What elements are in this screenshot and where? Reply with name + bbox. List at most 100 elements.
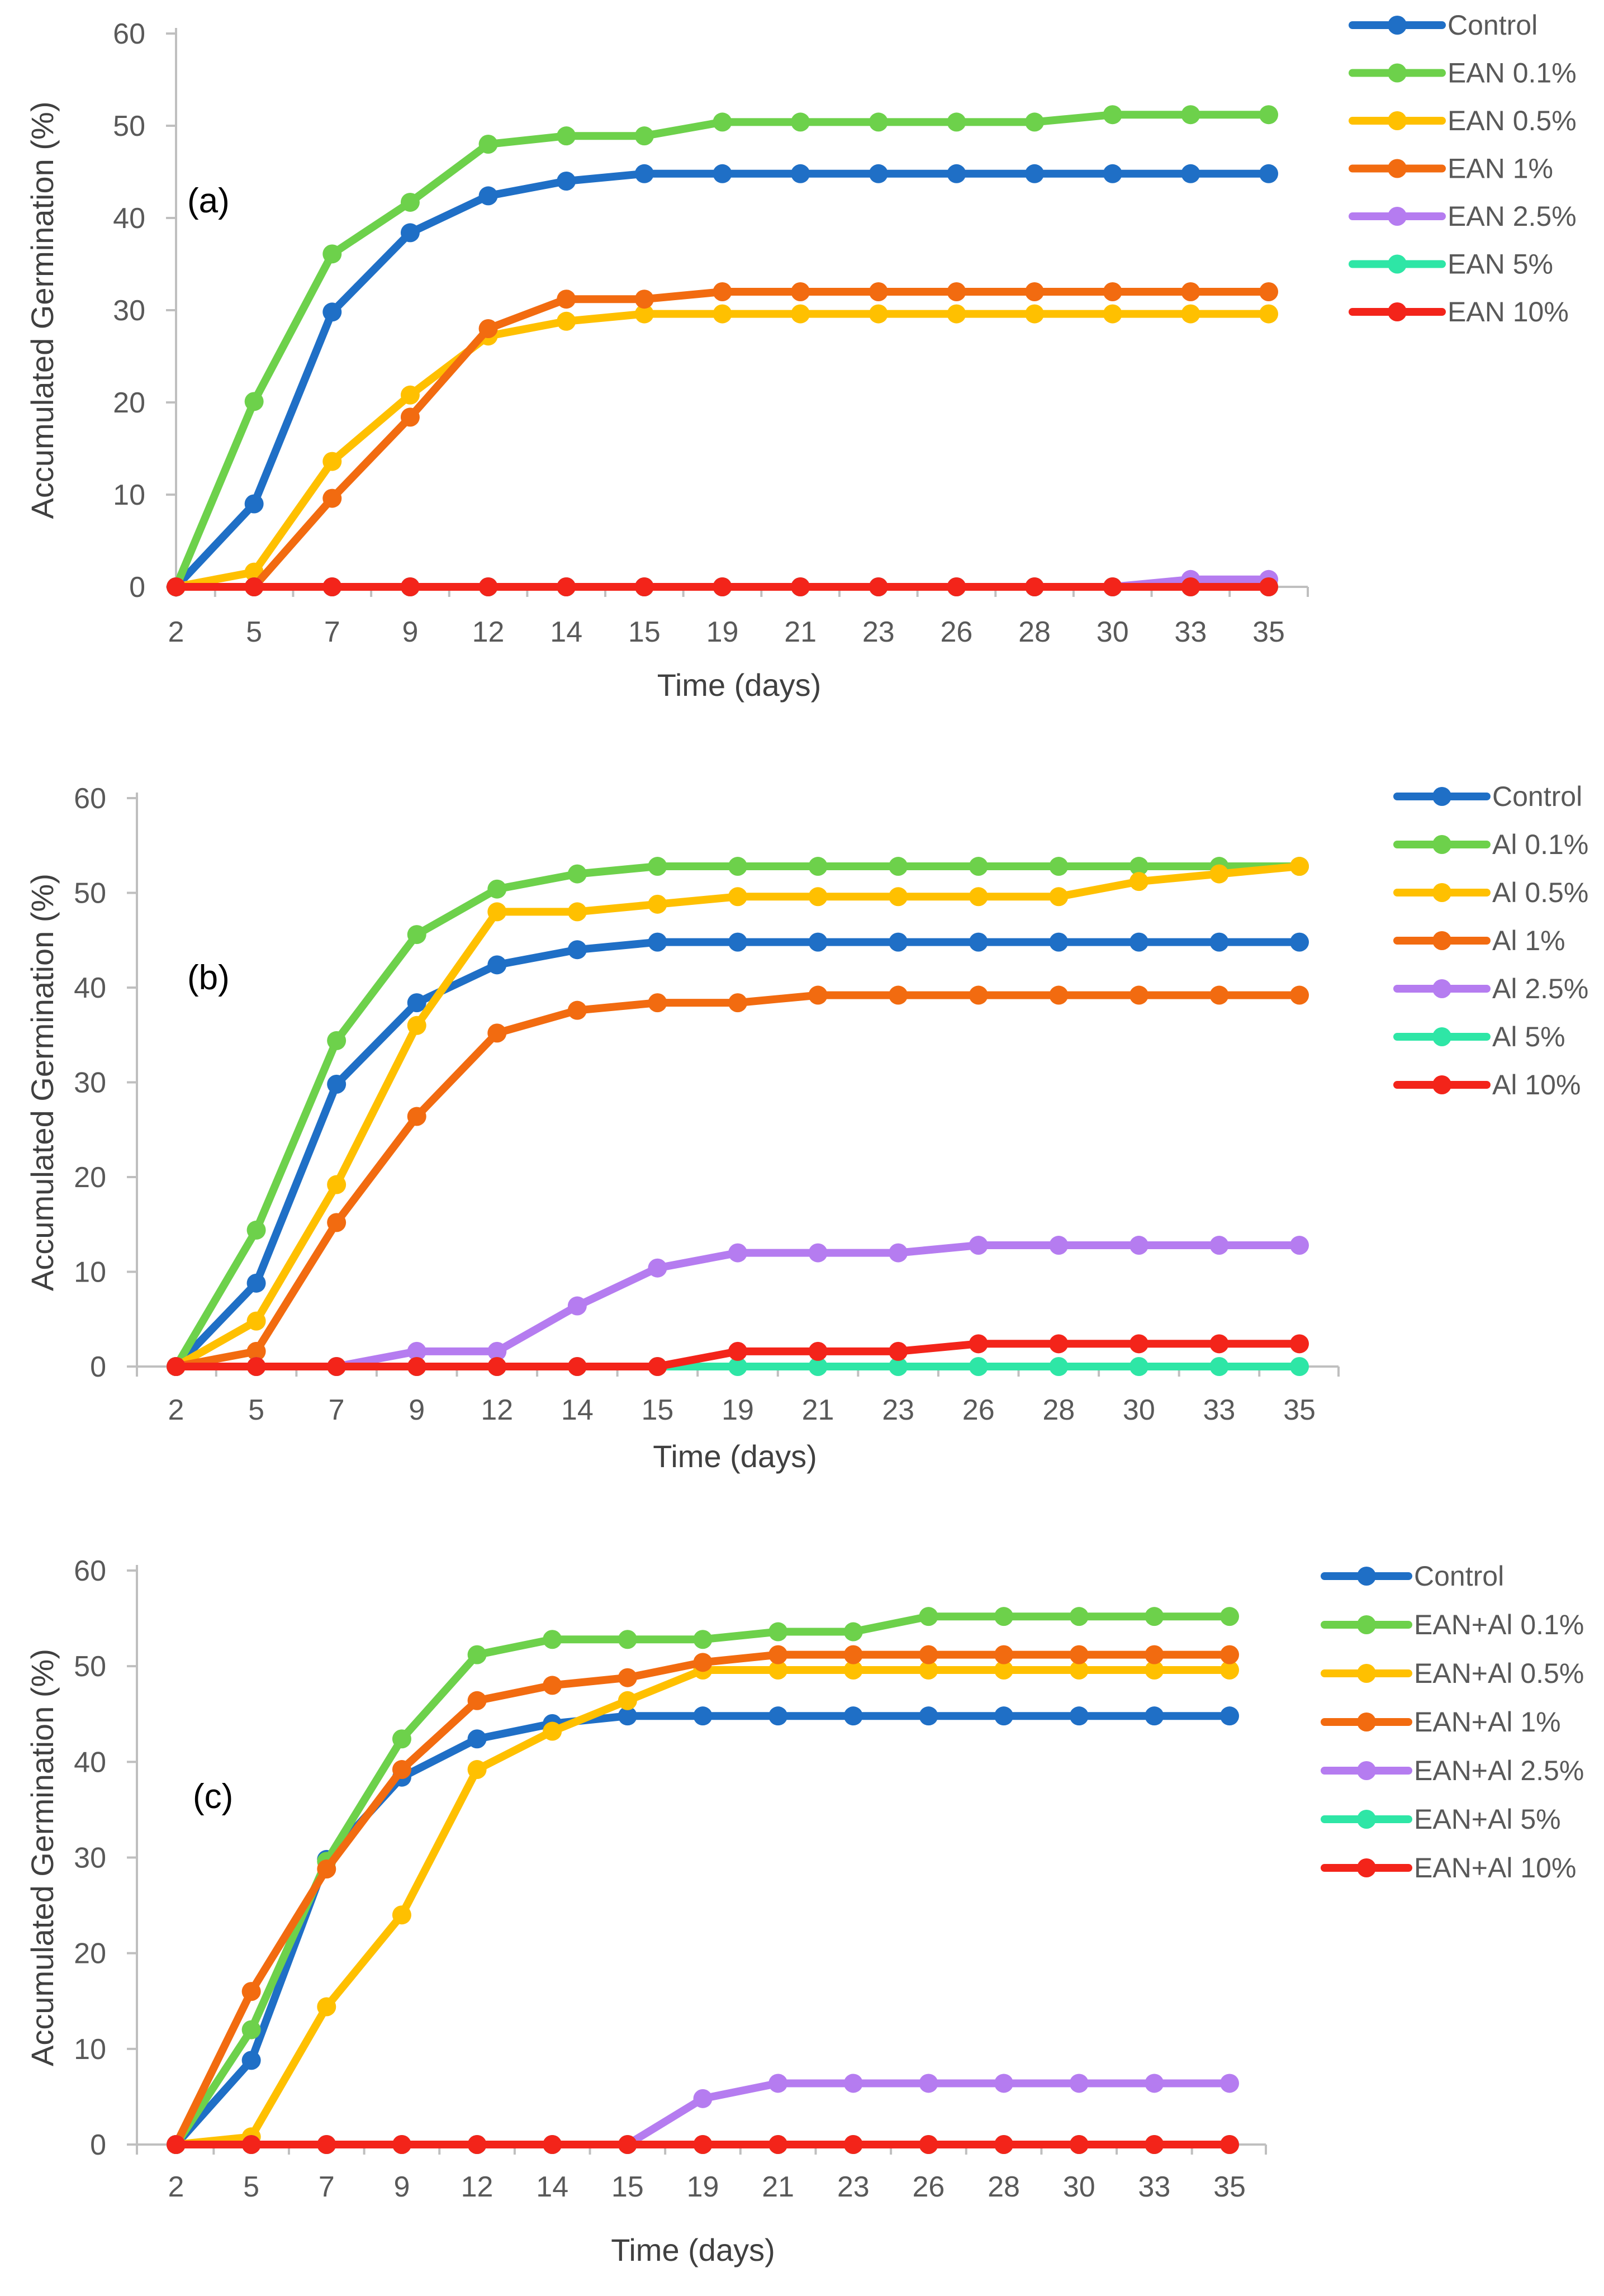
legend-item-ean-2-5pct: EAN 2.5% — [1349, 201, 1577, 232]
legend-marker — [1357, 1615, 1376, 1634]
data-point — [557, 290, 576, 309]
data-point — [478, 319, 498, 338]
legend-marker — [1388, 63, 1407, 83]
data-point — [713, 577, 732, 596]
data-point — [487, 955, 507, 975]
x-tick-label: 7 — [329, 1394, 345, 1426]
x-tick-label: 7 — [319, 2171, 335, 2203]
data-point — [648, 932, 667, 952]
data-point — [407, 1357, 426, 1376]
data-point — [693, 2135, 713, 2154]
data-point — [768, 1622, 788, 1642]
data-point — [1129, 932, 1149, 952]
panel-label: (c) — [193, 1777, 233, 1816]
legend-item-ean-plus-al-0-5pct: EAN+Al 0.5% — [1321, 1658, 1584, 1689]
series-control — [167, 932, 1309, 1376]
y-axis-title: Accumulated Germination (%) — [25, 874, 60, 1291]
data-point — [634, 304, 654, 324]
data-point — [713, 164, 732, 183]
series-ean-10pct — [167, 577, 1278, 596]
data-point — [889, 1357, 908, 1376]
series-al-1pct — [167, 985, 1309, 1376]
data-point — [246, 1357, 266, 1376]
data-point — [618, 1630, 637, 1649]
y-tick-label: 30 — [74, 1067, 106, 1099]
data-point — [791, 112, 810, 132]
legend-item-ean-plus-al-2-5pct: EAN+Al 2.5% — [1321, 1755, 1584, 1786]
data-point — [322, 302, 342, 322]
legend-label: EAN+Al 5% — [1414, 1804, 1561, 1835]
data-point — [1069, 1706, 1089, 1726]
data-point — [889, 857, 908, 876]
data-point — [791, 164, 810, 183]
data-point — [392, 2135, 411, 2154]
data-point — [244, 494, 264, 514]
x-tick-label: 2 — [168, 616, 184, 648]
data-point — [1103, 164, 1122, 183]
data-point — [557, 311, 576, 331]
data-point — [808, 985, 828, 1005]
data-point — [407, 1107, 426, 1126]
data-point — [317, 1859, 336, 1879]
data-point — [634, 577, 654, 596]
legend-item-ean-1pct: EAN 1% — [1349, 153, 1553, 184]
data-point — [557, 126, 576, 146]
data-point — [557, 577, 576, 596]
data-point — [1103, 577, 1122, 596]
data-point — [1209, 864, 1229, 884]
series-line — [172, 288, 1273, 591]
x-tick-label: 28 — [1018, 616, 1051, 648]
data-point — [400, 577, 420, 596]
legend-label: Control — [1414, 1560, 1504, 1592]
data-point — [327, 1357, 347, 1376]
data-point — [768, 1706, 788, 1726]
data-point — [919, 1607, 938, 1626]
legend-label: EAN+Al 1% — [1414, 1706, 1561, 1738]
series-ean-0-5pct — [167, 304, 1278, 596]
x-tick-label: 9 — [409, 1394, 425, 1426]
data-point — [1049, 1357, 1069, 1376]
y-tick-label: 50 — [74, 877, 106, 910]
data-point — [919, 1706, 938, 1726]
legend-item-control: Control — [1321, 1560, 1504, 1592]
data-point — [768, 1661, 788, 1680]
x-tick-label: 23 — [837, 2171, 870, 2203]
x-tick-label: 30 — [1123, 1394, 1155, 1426]
legend-label: Control — [1492, 781, 1582, 812]
data-point — [843, 1706, 863, 1726]
data-point — [467, 2135, 487, 2154]
data-point — [1209, 1236, 1229, 1255]
series-ean-1pct — [167, 282, 1278, 596]
legend-marker — [1432, 1075, 1451, 1094]
data-point — [713, 112, 732, 132]
data-point — [618, 1691, 637, 1710]
data-point — [1209, 1357, 1229, 1376]
legend-item-al-1pct: Al 1% — [1393, 925, 1565, 956]
data-point — [1259, 577, 1278, 596]
legend-item-ean-5pct: EAN 5% — [1349, 249, 1553, 280]
data-point — [543, 1721, 562, 1741]
legend-item-control: Control — [1349, 10, 1537, 41]
data-point — [693, 1706, 713, 1726]
chart-panel-b: 0 10 20 30 40 50 60 2 5 7 9 12 14 15 19 21 23 26 28 30 33 35 T… — [25, 781, 1588, 1474]
panel-label: (b) — [187, 959, 230, 997]
data-point — [478, 577, 498, 596]
data-point — [713, 304, 732, 324]
data-point — [1025, 577, 1045, 596]
data-point — [1181, 164, 1200, 183]
legend-marker — [1357, 1858, 1376, 1877]
data-point — [969, 1334, 988, 1354]
x-tick-label: 30 — [1063, 2171, 1095, 2203]
legend-marker — [1388, 111, 1407, 130]
legend-marker — [1432, 931, 1451, 950]
legend-item-al-2-5pct: Al 2.5% — [1393, 973, 1588, 1004]
data-point — [1290, 857, 1309, 876]
data-point — [246, 1273, 266, 1293]
data-point — [693, 2089, 713, 2108]
data-point — [317, 1997, 336, 2017]
x-tick-label: 28 — [1042, 1394, 1075, 1426]
data-point — [1220, 2074, 1239, 2093]
data-point — [400, 407, 420, 427]
data-point — [1290, 1236, 1309, 1255]
x-tick-label: 15 — [628, 616, 661, 648]
